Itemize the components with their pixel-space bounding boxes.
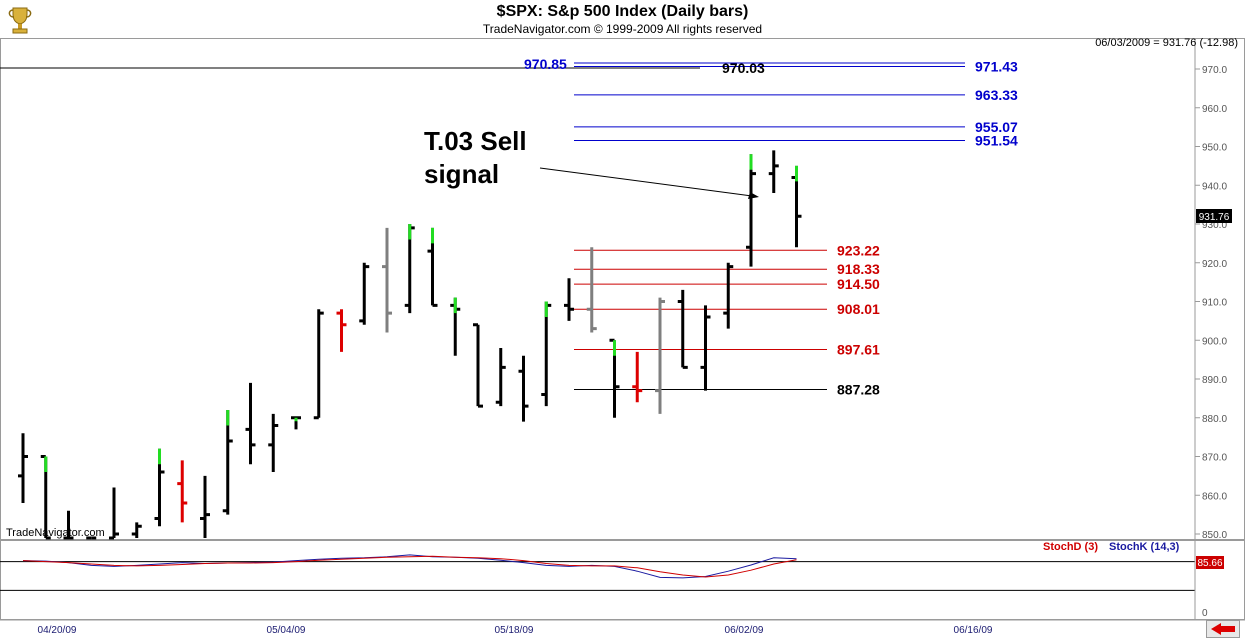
stochd-line: [22, 555, 797, 578]
y-tick-label: 870.0: [1202, 453, 1227, 464]
resistance-level-label: 955.07: [975, 119, 1018, 135]
current-price-tag: [1196, 209, 1232, 223]
y-tick-label: 890.0: [1202, 375, 1227, 386]
trophy-logo-icon[interactable]: [4, 4, 36, 36]
support-level-label: 918.33: [837, 261, 880, 277]
y-tick-label: 970.0: [1202, 65, 1227, 76]
y-tick-label: 850.0: [1202, 530, 1227, 541]
x-tick-label: 05/04/09: [267, 625, 306, 636]
x-tick-label: 06/02/09: [725, 625, 764, 636]
support-level-label: 923.22: [837, 242, 880, 258]
y-tick-label: 910.0: [1202, 298, 1227, 309]
support-level-label: 897.61: [837, 342, 880, 358]
y-tick-label: 880.0: [1202, 414, 1227, 425]
chart-title: $SPX: S&p 500 Index (Daily bars): [496, 3, 749, 20]
stoch-value-label: 85.66: [1197, 558, 1222, 569]
resistance-level-label: 951.54: [975, 133, 1018, 149]
watermark-text: TradeNavigator.com: [6, 527, 105, 539]
resistance-level-label: 970.03: [722, 60, 765, 76]
support-level-label: 887.28: [837, 382, 880, 398]
chart-header: $SPX: S&p 500 Index (Daily bars) TradeNa…: [0, 0, 1245, 38]
y-tick-label: 940.0: [1202, 181, 1227, 192]
annotation-line-1: T.03 Sell: [424, 126, 527, 156]
chart-copyright: TradeNavigator.com © 1999-2009 All right…: [482, 22, 763, 36]
status-line: 06/03/2009 = 931.76 (-12.98): [1095, 37, 1238, 49]
resistance-level-label: 970.85: [524, 56, 567, 72]
scroll-left-button[interactable]: [1206, 620, 1240, 638]
y-tick-label: 930.0: [1202, 220, 1227, 231]
x-tick-label: 05/18/09: [495, 625, 534, 636]
y-tick-label: 920.0: [1202, 259, 1227, 270]
stoch-value-tag: [1196, 556, 1224, 569]
y-tick-label: 950.0: [1202, 143, 1227, 154]
stochk-legend: StochK (14,3): [1109, 541, 1180, 553]
x-tick-label: 06/16/09: [954, 625, 993, 636]
support-level-label: 908.01: [837, 301, 880, 317]
stochk-line: [22, 554, 797, 579]
resistance-level-label: 963.33: [975, 87, 1018, 103]
y-tick-label: 960.0: [1202, 104, 1227, 115]
current-price-label: 931.76: [1199, 212, 1230, 223]
support-level-label: 914.50: [837, 276, 880, 292]
annotation-arrowhead: [748, 192, 759, 199]
annotation-line-2: signal: [424, 159, 499, 189]
resistance-level-label: 971.43: [975, 58, 1018, 74]
annotation-arrow: [539, 167, 753, 197]
y-tick-label: 860.0: [1202, 491, 1227, 502]
x-tick-label: 04/20/09: [38, 625, 77, 636]
stoch-zero-label: 0: [1202, 608, 1208, 619]
stochd-legend: StochD (3): [1043, 541, 1098, 553]
left-arrow-icon: [1211, 623, 1235, 635]
y-tick-label: 900.0: [1202, 336, 1227, 347]
